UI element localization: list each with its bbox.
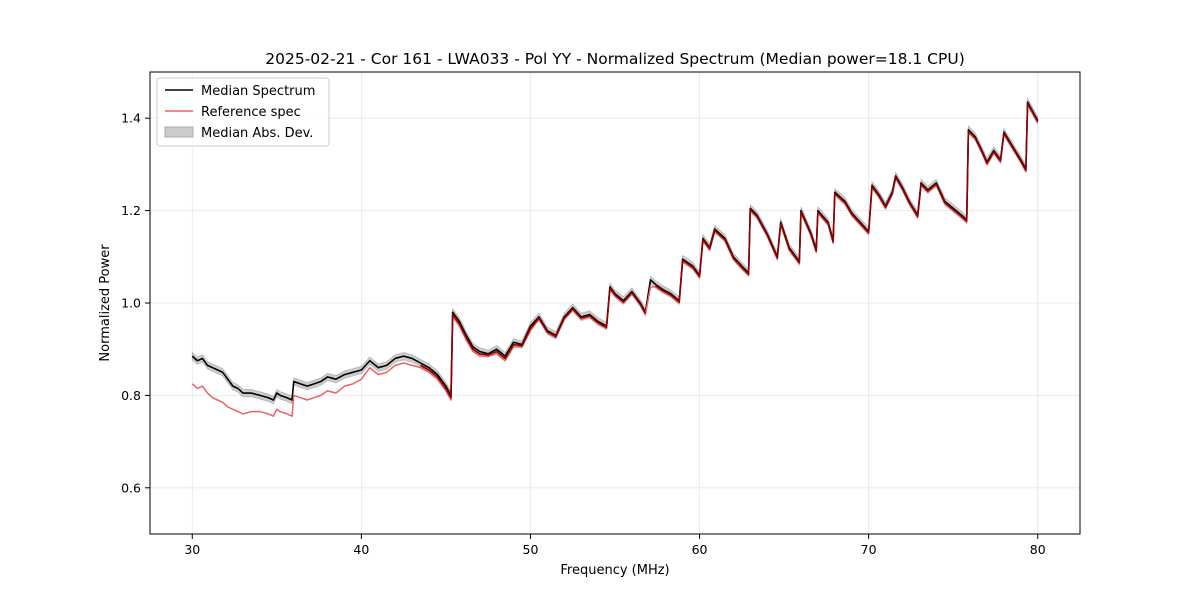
legend-label-mad: Median Abs. Dev. bbox=[201, 126, 313, 141]
x-tick-label: 30 bbox=[184, 542, 200, 557]
x-axis-label: Frequency (MHz) bbox=[560, 563, 669, 578]
x-tick-label: 70 bbox=[861, 542, 877, 557]
legend-label-median: Median Spectrum bbox=[201, 84, 315, 99]
x-axis: 30 40 50 60 70 80 bbox=[184, 534, 1046, 557]
overlap-line bbox=[420, 287, 647, 399]
x-tick-label: 40 bbox=[353, 542, 369, 557]
y-tick-label: 1.0 bbox=[121, 296, 141, 311]
x-tick-label: 50 bbox=[523, 542, 539, 557]
y-tick-label: 1.4 bbox=[121, 111, 141, 126]
grid bbox=[150, 72, 1080, 534]
legend: Median Spectrum Reference spec Median Ab… bbox=[156, 77, 330, 147]
legend-label-reference: Reference spec bbox=[201, 105, 301, 120]
y-tick-label: 1.2 bbox=[121, 203, 141, 218]
series-lines bbox=[191, 101, 1039, 417]
x-tick-label: 60 bbox=[692, 542, 708, 557]
y-axis: 0.6 0.8 1.0 1.2 1.4 bbox=[121, 111, 150, 495]
legend-swatch-mad bbox=[164, 126, 194, 138]
y-tick-label: 0.6 bbox=[121, 480, 141, 495]
chart-title: 2025-02-21 - Cor 161 - LWA033 - Pol YY -… bbox=[265, 50, 965, 68]
overlap-line bbox=[655, 102, 1039, 303]
y-axis-label: Normalized Power bbox=[98, 244, 113, 362]
x-tick-label: 80 bbox=[1030, 542, 1046, 557]
y-tick-label: 0.8 bbox=[121, 388, 141, 403]
legend-box bbox=[156, 77, 330, 147]
